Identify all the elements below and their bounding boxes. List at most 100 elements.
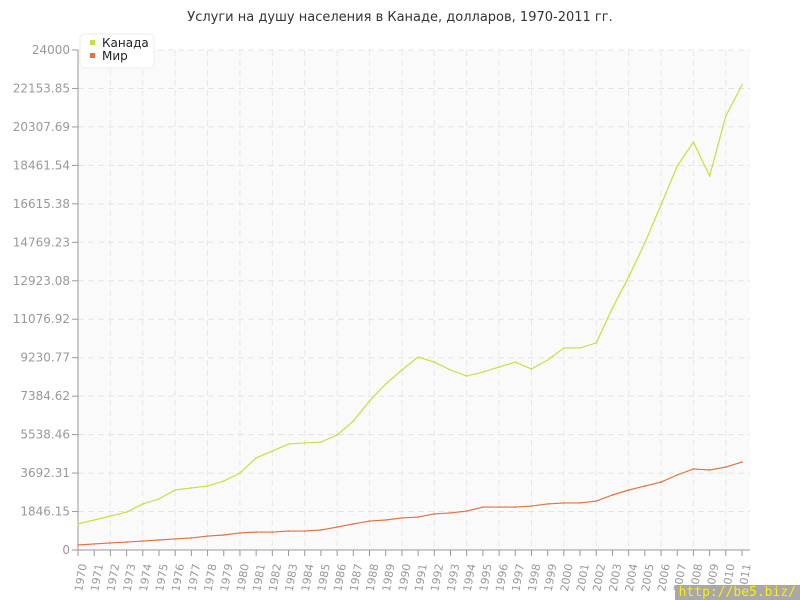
legend-label[interactable]: Канада [102,36,149,50]
y-tick-label: 7384.62 [20,389,70,403]
data-point [222,534,225,536]
y-tick-label: 11076.92 [13,312,70,326]
data-point [563,502,565,504]
data-point [158,539,160,541]
data-point [482,506,484,508]
x-tick-label: 1986 [331,563,349,593]
data-point [676,474,679,476]
x-tick-label: 2001 [574,563,592,593]
data-point [595,342,598,344]
data-point [352,420,355,422]
data-point [320,441,322,443]
data-point [660,481,662,483]
data-point [271,450,274,452]
x-tick-label: 1999 [542,563,560,593]
data-point [190,487,193,489]
y-tick-label: 3692.31 [20,466,70,480]
x-tick-label: 1976 [169,563,187,593]
data-point [498,366,500,368]
data-point [287,530,290,532]
x-tick-label: 2004 [623,563,641,593]
data-point [222,480,225,482]
data-point [303,442,306,444]
data-point [741,461,743,463]
data-point [660,204,662,206]
data-point [741,84,743,86]
data-point [530,368,533,370]
data-point [109,515,112,517]
data-point [433,513,436,515]
data-point [546,503,549,505]
data-point [206,485,209,487]
x-tick-label: 1972 [105,563,123,593]
y-tick-label: 24000 [32,43,70,57]
y-tick-label: 9230.77 [20,351,70,365]
x-tick-label: 1993 [445,563,463,593]
data-point [627,489,630,491]
x-tick-label: 1991 [412,563,430,593]
data-point [579,347,581,349]
data-point [77,523,79,525]
data-point [336,526,338,528]
data-point [255,531,257,533]
data-point [546,359,549,361]
data-point [433,361,436,363]
x-tick-label: 1975 [153,563,171,593]
data-point [514,361,517,363]
x-tick-label: 1984 [299,563,317,593]
data-point [190,537,193,539]
x-tick-label: 1988 [364,563,382,593]
data-point [141,540,144,542]
x-tick-label: 1982 [266,563,284,593]
data-point [368,520,371,522]
x-tick-label: 1970 [72,563,90,593]
data-point [595,500,598,502]
x-tick-label: 1990 [396,563,414,593]
x-tick-label: 1977 [186,563,204,593]
x-tick-label: 2000 [558,563,576,593]
legend-label[interactable]: Мир [102,49,128,63]
data-point [206,535,209,537]
data-point [125,541,128,543]
watermark-link[interactable]: http://be5.biz/ [674,585,800,600]
data-point [725,115,727,117]
plot-area [78,50,750,550]
data-point [676,165,679,167]
data-point [255,457,257,459]
data-point [125,511,128,513]
y-tick-label: 14769.23 [13,235,70,249]
series-line-0 [77,84,743,525]
y-tick-label: 5538.46 [20,428,70,442]
data-point [449,369,452,371]
data-point [320,529,322,531]
data-point [109,542,112,544]
data-point [401,517,403,519]
legend-swatch [90,40,95,45]
data-point [174,489,176,491]
x-tick-label: 1989 [380,563,398,593]
data-point [93,519,95,521]
legend-swatch [90,53,95,58]
data-point [692,141,695,143]
x-tick-label: 1973 [121,563,139,593]
data-point [401,369,403,371]
x-tick-label: 1980 [234,563,252,593]
data-point [174,538,176,540]
data-point [384,519,387,521]
data-point [708,469,711,471]
series-line-1 [77,461,743,546]
y-tick-label: 12923.08 [13,274,70,288]
data-point [417,356,419,358]
y-tick-label: 22153.85 [13,81,70,95]
y-tick-label: 1846.15 [20,505,70,519]
data-point [141,503,144,505]
y-tick-label: 16615.38 [13,197,70,211]
data-point [465,375,468,377]
data-point [336,434,338,436]
data-point [93,543,95,545]
x-tick-label: 2002 [590,563,608,593]
x-tick-label: 1974 [137,563,155,593]
x-tick-label: 1979 [218,563,236,593]
x-tick-label: 1985 [315,563,333,593]
